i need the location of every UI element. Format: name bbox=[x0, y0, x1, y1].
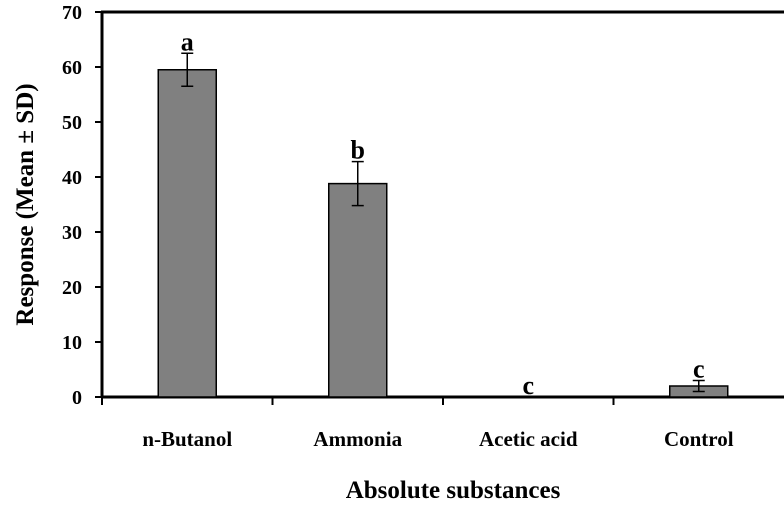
significance-letter: c bbox=[522, 371, 534, 400]
x-tick-label: Ammonia bbox=[313, 427, 402, 451]
y-tick-label: 60 bbox=[62, 57, 82, 79]
significance-letter: b bbox=[351, 136, 365, 165]
bar bbox=[157, 69, 217, 398]
y-tick-label: 30 bbox=[62, 222, 82, 244]
bar bbox=[328, 182, 388, 398]
y-tick-label: 70 bbox=[62, 2, 82, 24]
significance-letter: c bbox=[693, 355, 705, 384]
y-tick-label: 0 bbox=[72, 387, 82, 409]
x-tick-label: n-Butanol bbox=[142, 427, 232, 451]
y-tick-label: 40 bbox=[62, 167, 82, 189]
x-tick-label: Acetic acid bbox=[479, 427, 578, 451]
y-axis-title: Response (Mean ± SD) bbox=[12, 83, 39, 325]
y-tick-label: 20 bbox=[62, 277, 82, 299]
x-tick-label: Control bbox=[664, 427, 734, 451]
y-tick-label: 10 bbox=[62, 332, 82, 354]
x-axis-title: Absolute substances bbox=[346, 477, 561, 504]
plot-area: 0 10 20 30 40 50 60 70 a n-Butanol b Ammonia c Acetic… bbox=[62, 2, 784, 451]
y-tick-label: 50 bbox=[62, 112, 82, 134]
significance-letter: a bbox=[181, 27, 194, 56]
